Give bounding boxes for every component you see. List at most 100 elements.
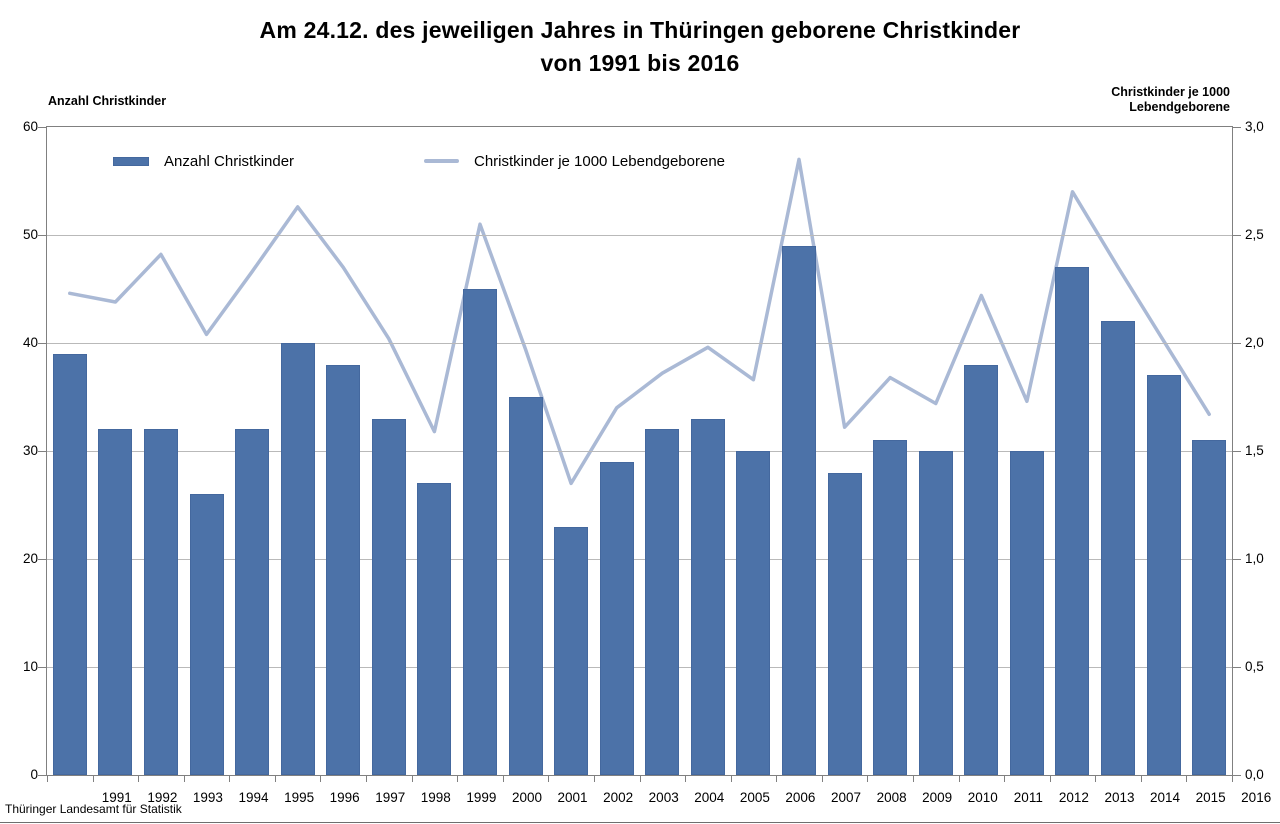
x-axis-label-2005: 2005 — [739, 790, 770, 805]
right-tick-1 — [1232, 235, 1241, 236]
bar-2016 — [1192, 440, 1227, 775]
line-series-christkinder-je-1000 — [68, 157, 1211, 486]
x-axis-label-2000: 2000 — [511, 790, 542, 805]
bar-1991 — [52, 353, 87, 775]
x-axis-label-2014: 2014 — [1150, 790, 1181, 805]
bar-1994 — [189, 494, 224, 775]
gridline-40 — [47, 343, 1232, 344]
right-axis-label-0,5: 0,5 — [1245, 659, 1264, 674]
x-axis-label-2011: 2011 — [1013, 790, 1043, 805]
x-axis-tick-13 — [639, 775, 641, 782]
bar-2009 — [873, 440, 908, 775]
bar-1993 — [143, 429, 178, 775]
right-tick-3 — [1232, 451, 1241, 452]
legend-line-swatch — [424, 159, 459, 163]
x-axis-tick-22 — [1049, 775, 1051, 782]
x-axis-label-2009: 2009 — [922, 790, 953, 805]
right-tick-5 — [1232, 667, 1241, 668]
right-tick-4 — [1232, 559, 1241, 560]
right-axis-label-1,5: 1,5 — [1245, 443, 1264, 458]
x-axis-label-2004: 2004 — [694, 790, 725, 805]
right-tick-0 — [1232, 127, 1241, 128]
left-axis-label-20: 20 — [22, 551, 38, 566]
right-axis-label-2,0: 2,0 — [1245, 335, 1264, 350]
x-axis-tick-6 — [320, 775, 322, 782]
left-tick-60 — [38, 127, 47, 128]
x-axis-label-2006: 2006 — [785, 790, 816, 805]
left-tick-10 — [38, 667, 47, 668]
bar-2003 — [599, 461, 634, 775]
x-axis-label-2003: 2003 — [648, 790, 679, 805]
right-axis-label-3,0: 3,0 — [1245, 119, 1264, 134]
x-axis-label-1992: 1992 — [147, 790, 178, 805]
x-axis-tick-1 — [92, 775, 94, 782]
x-axis-tick-16 — [776, 775, 778, 782]
bar-2006 — [736, 451, 771, 775]
x-axis-tick-9 — [457, 775, 459, 782]
left-axis-label-0: 0 — [30, 767, 38, 782]
right-axis-title-line1: Christkinder je 1000 — [1111, 85, 1230, 99]
x-axis-tick-21 — [1004, 775, 1006, 782]
gridline-50 — [47, 235, 1232, 236]
line-series-svg — [68, 157, 1211, 486]
x-axis-tick-19 — [912, 775, 914, 782]
bar-2007 — [782, 245, 817, 775]
bar-2013 — [1055, 267, 1090, 775]
x-axis-label-2001: 2001 — [557, 790, 588, 805]
bar-2012 — [1009, 451, 1044, 775]
x-axis-tick-25 — [1186, 775, 1188, 782]
bar-2011 — [964, 364, 999, 775]
left-tick-20 — [38, 559, 47, 560]
left-axis-label-60: 60 — [22, 119, 38, 134]
x-axis-label-2002: 2002 — [603, 790, 634, 805]
bar-2004 — [645, 429, 680, 775]
x-axis-label-1998: 1998 — [420, 790, 451, 805]
x-axis-tick-0 — [47, 775, 48, 782]
plot-area: Anzahl Christkinder Christkinder je 1000… — [38, 126, 1271, 805]
legend-bar-swatch — [113, 156, 149, 166]
bar-2008 — [827, 472, 862, 775]
bar-1996 — [280, 343, 315, 775]
bar-1992 — [98, 429, 133, 775]
bar-1997 — [326, 364, 361, 775]
chart-title-line2: von 1991 bis 2016 — [540, 50, 740, 76]
left-tick-40 — [38, 343, 47, 344]
bar-1998 — [371, 418, 406, 775]
x-axis-tick-17 — [821, 775, 823, 782]
x-axis-label-2015: 2015 — [1195, 790, 1226, 805]
bar-2015 — [1146, 375, 1181, 775]
x-axis-tick-14 — [685, 775, 687, 782]
x-axis-tick-24 — [1140, 775, 1142, 782]
x-axis-tick-26 — [1232, 775, 1233, 782]
left-axis-label-50: 50 — [22, 227, 38, 242]
gridline-30 — [47, 451, 1232, 452]
x-axis-label-1997: 1997 — [375, 790, 406, 805]
left-axis-label-30: 30 — [22, 443, 38, 458]
legend-line-label: Christkinder je 1000 Lebendgeborene — [474, 152, 726, 170]
x-axis-label-1995: 1995 — [284, 790, 315, 805]
bar-2001 — [508, 397, 543, 775]
x-axis-tick-11 — [548, 775, 550, 782]
x-axis-label-1993: 1993 — [192, 790, 223, 805]
legend-item-quote: Christkinder je 1000 Lebendgeborene — [424, 151, 725, 171]
x-axis-label-2007: 2007 — [830, 790, 862, 805]
x-axis-tick-5 — [274, 775, 276, 782]
right-axis-title-line2: Lebendgeborene — [1129, 100, 1230, 114]
x-axis-tick-18 — [867, 775, 869, 782]
x-axis-label-1996: 1996 — [329, 790, 360, 805]
left-axis-label-40: 40 — [22, 335, 38, 350]
right-axis-label-0,0: 0,0 — [1245, 767, 1264, 782]
x-axis-label-2012: 2012 — [1058, 790, 1089, 805]
x-axis-tick-2 — [138, 775, 140, 782]
gridline-20 — [47, 559, 1232, 560]
left-axis-title: Anzahl Christkinder — [48, 94, 167, 108]
bar-2014 — [1101, 321, 1136, 775]
bar-2005 — [690, 418, 725, 775]
bar-1995 — [235, 429, 270, 775]
gridline-10 — [47, 667, 1232, 668]
right-tick-6 — [1232, 775, 1241, 776]
x-axis-label-2010: 2010 — [967, 790, 998, 805]
x-axis-tick-10 — [502, 775, 504, 782]
chart-title: Am 24.12. des jeweiligen Jahres in Thüri… — [0, 14, 1280, 80]
x-axis-tick-8 — [411, 775, 413, 782]
